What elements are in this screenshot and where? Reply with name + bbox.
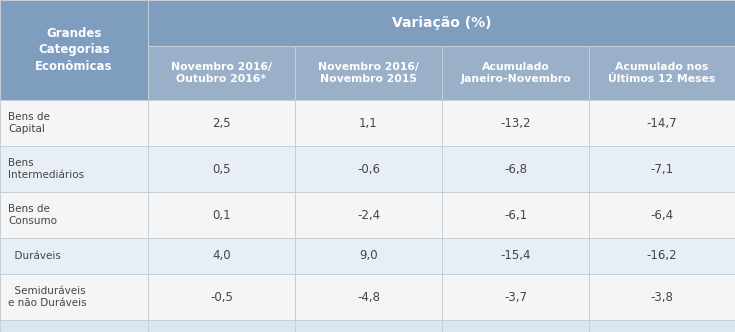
Text: 0,2: 0,2 <box>212 331 231 332</box>
Text: -7,5: -7,5 <box>650 331 673 332</box>
Text: Bens de
Capital: Bens de Capital <box>8 112 50 134</box>
Text: 2,5: 2,5 <box>212 117 231 129</box>
Text: 0,5: 0,5 <box>212 162 231 176</box>
Bar <box>295 274 442 320</box>
Bar <box>295 46 442 100</box>
Bar <box>295 146 442 192</box>
Bar <box>148 100 295 146</box>
Bar <box>0 320 148 332</box>
Text: 4,0: 4,0 <box>212 250 231 263</box>
Text: -6,8: -6,8 <box>504 162 527 176</box>
Bar <box>148 0 735 46</box>
Bar <box>442 46 589 100</box>
Text: Grandes
Categorias
Econômicas: Grandes Categorias Econômicas <box>35 27 112 73</box>
Bar <box>295 320 442 332</box>
Bar <box>0 238 148 274</box>
Text: Acumulado nos
Últimos 12 Meses: Acumulado nos Últimos 12 Meses <box>609 62 716 84</box>
Bar <box>589 46 735 100</box>
Bar <box>148 238 295 274</box>
Bar <box>148 146 295 192</box>
Bar <box>148 46 295 100</box>
Bar <box>295 192 442 238</box>
Bar <box>0 0 148 100</box>
Bar <box>0 146 148 192</box>
Text: 0,1: 0,1 <box>212 208 231 221</box>
Text: -0,6: -0,6 <box>357 162 380 176</box>
Bar <box>442 146 589 192</box>
Bar <box>589 274 735 320</box>
Text: -14,7: -14,7 <box>647 117 678 129</box>
Text: Bens de
Consumo: Bens de Consumo <box>8 204 57 226</box>
Text: Acumulado
Janeiro-Novembro: Acumulado Janeiro-Novembro <box>460 62 571 84</box>
Bar <box>148 192 295 238</box>
Text: Novembro 2016/
Novembro 2015: Novembro 2016/ Novembro 2015 <box>318 62 419 84</box>
Bar <box>295 100 442 146</box>
Text: -7,1: -7,1 <box>650 162 673 176</box>
Bar <box>0 100 148 146</box>
Text: -15,4: -15,4 <box>501 250 531 263</box>
Text: -7,1: -7,1 <box>504 331 527 332</box>
Bar <box>0 274 148 320</box>
Text: -6,1: -6,1 <box>504 208 527 221</box>
Bar <box>589 100 735 146</box>
Bar <box>148 320 295 332</box>
Text: -16,2: -16,2 <box>647 250 678 263</box>
Text: -0,5: -0,5 <box>210 290 233 303</box>
Text: Semiduráveis
e não Duráveis: Semiduráveis e não Duráveis <box>8 286 87 308</box>
Bar <box>589 320 735 332</box>
Text: -13,2: -13,2 <box>501 117 531 129</box>
Text: -2,4: -2,4 <box>357 208 380 221</box>
Bar <box>589 238 735 274</box>
Text: -6,4: -6,4 <box>650 208 673 221</box>
Bar <box>442 238 589 274</box>
Bar <box>442 192 589 238</box>
Bar <box>0 192 148 238</box>
Text: Variação (%): Variação (%) <box>392 16 491 30</box>
Text: -3,7: -3,7 <box>504 290 527 303</box>
Bar <box>148 274 295 320</box>
Text: -1,1: -1,1 <box>357 331 380 332</box>
Bar <box>442 100 589 146</box>
Bar <box>589 192 735 238</box>
Text: 1,1: 1,1 <box>359 117 378 129</box>
Text: Duráveis: Duráveis <box>8 251 61 261</box>
Text: -4,8: -4,8 <box>357 290 380 303</box>
Text: 9,0: 9,0 <box>359 250 378 263</box>
Bar <box>442 320 589 332</box>
Text: -3,8: -3,8 <box>650 290 673 303</box>
Bar <box>442 274 589 320</box>
Bar <box>295 238 442 274</box>
Text: Bens
Intermediários: Bens Intermediários <box>8 158 84 180</box>
Text: Novembro 2016/
Outubro 2016*: Novembro 2016/ Outubro 2016* <box>171 62 272 84</box>
Bar <box>589 146 735 192</box>
